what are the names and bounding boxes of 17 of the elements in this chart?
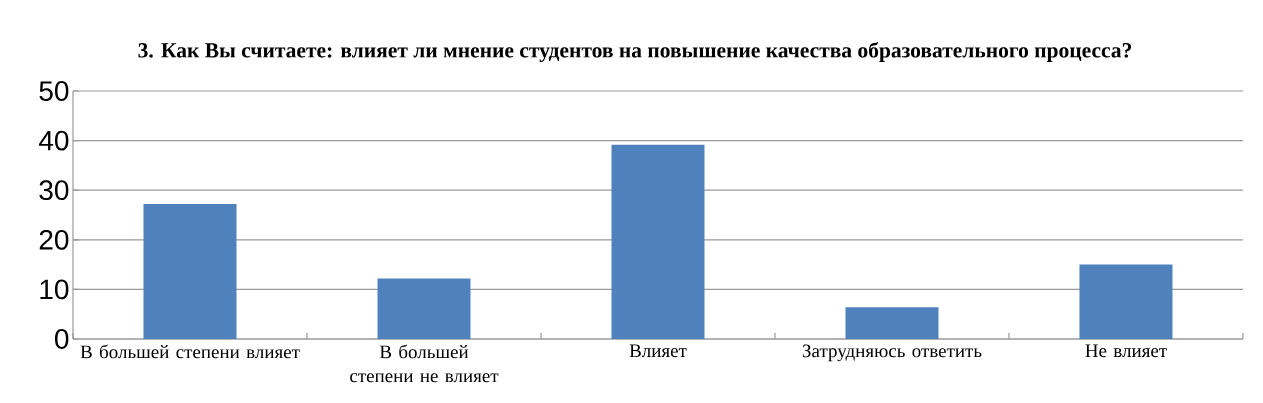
x-tick-label: Влияет [629, 344, 687, 358]
y-tick-label: 50 [39, 81, 69, 101]
chart-title: 3. Как Вы считаете: влияет ли мнение студентов на повышение качества образовательного процесса? [138, 41, 1132, 63]
bar [143, 204, 237, 339]
y-tick-label: 20 [39, 229, 69, 250]
bar [611, 144, 705, 339]
y-tick-label: 40 [38, 130, 69, 151]
y-tick-label: 10 [40, 279, 69, 300]
x-tick-label: В большей степени не влияет [350, 344, 499, 383]
y-tick-label: 0 [55, 329, 69, 349]
y-tick-label: 30 [39, 180, 69, 201]
bar [845, 307, 939, 339]
x-tick-label: Не влияет [1085, 344, 1167, 358]
bar [1079, 264, 1173, 339]
x-tick-label: В большей степени влияет [80, 344, 300, 359]
bar [377, 278, 471, 339]
x-tick-label: Затрудняюсь ответить [802, 344, 982, 362]
